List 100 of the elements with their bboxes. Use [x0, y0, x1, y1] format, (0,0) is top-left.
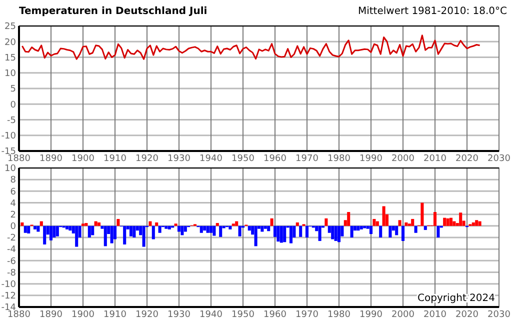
x-tick-label: 1930	[168, 310, 191, 320]
bar	[116, 218, 120, 226]
bar	[52, 226, 56, 238]
x-tick-label: 2030	[488, 154, 511, 164]
x-tick-label: 1900	[72, 154, 95, 164]
bar	[238, 226, 242, 236]
bar	[360, 226, 363, 230]
bar	[164, 226, 168, 229]
bar	[142, 226, 146, 247]
bar	[97, 222, 101, 226]
bar	[289, 226, 293, 244]
y-tick-label: 8	[10, 176, 16, 186]
bar	[43, 226, 46, 244]
text: Mittelwert 1981-2010: 18.0°C	[358, 6, 508, 17]
y-tick-label: 0	[10, 100, 16, 110]
x-tick-label: 1950	[232, 310, 255, 320]
bar	[200, 226, 203, 233]
bar	[180, 226, 184, 236]
bar	[20, 222, 24, 226]
x-tick-label: 1910	[104, 310, 127, 320]
bar	[49, 226, 53, 240]
bar	[260, 226, 264, 232]
bar	[248, 226, 251, 231]
bar	[184, 226, 187, 232]
bar	[283, 226, 286, 242]
bar	[75, 226, 78, 247]
y-tick-label: -4	[7, 245, 16, 256]
bar	[331, 226, 334, 240]
x-tick-label: 1970	[296, 154, 319, 164]
y-tick-label: -6	[7, 256, 16, 267]
y-tick-label: 0	[10, 222, 16, 232]
x-tick-label: 1960	[264, 154, 287, 164]
y-tick-label: -10	[1, 280, 16, 290]
bar	[267, 226, 270, 232]
bar	[398, 220, 402, 226]
bar	[449, 218, 453, 226]
x-tick-label: 1930	[168, 154, 191, 164]
bar	[446, 218, 450, 226]
x-tick-label: 1990	[360, 310, 383, 320]
bar	[337, 226, 341, 242]
bar	[270, 218, 274, 226]
bar	[376, 221, 379, 226]
y-tick-label: -8	[7, 268, 16, 278]
bar	[56, 226, 59, 236]
y-tick-label: 25	[4, 22, 16, 32]
bar	[212, 226, 216, 236]
bar	[318, 226, 322, 241]
bar	[264, 226, 267, 229]
bar	[356, 226, 360, 231]
x-tick-label: 1910	[104, 154, 127, 164]
bar	[347, 212, 350, 226]
bar	[228, 226, 232, 230]
x-tick-label: 2010	[424, 310, 447, 320]
bar	[478, 221, 482, 226]
bar	[91, 226, 94, 236]
bar	[33, 226, 37, 230]
x-tick-label: 1980	[328, 310, 351, 320]
bar	[324, 218, 328, 226]
annotation: Copyright 2024	[418, 293, 495, 304]
bar	[158, 226, 162, 233]
x-tick-label: 2010	[424, 154, 447, 164]
bar	[84, 223, 88, 226]
y-tick-label: -5	[7, 116, 16, 126]
x-tick-label: 2030	[488, 310, 511, 320]
bar	[209, 226, 213, 233]
y-tick-label: 10	[4, 69, 16, 80]
x-tick-label: 1920	[136, 154, 159, 164]
bar	[94, 221, 98, 226]
bar	[168, 226, 171, 230]
bar	[334, 226, 338, 241]
bar	[148, 221, 152, 226]
bar	[113, 226, 117, 240]
bar	[276, 226, 280, 242]
bar	[414, 226, 418, 233]
x-tick-label: 1950	[232, 154, 255, 164]
bar	[129, 226, 133, 236]
bar	[123, 226, 126, 244]
bar	[424, 226, 427, 230]
bar	[27, 226, 30, 234]
bar	[40, 221, 43, 226]
bar	[219, 226, 222, 237]
y-tick-label: 6	[10, 187, 16, 198]
bar	[132, 226, 136, 238]
x-tick-label: 1940	[200, 310, 223, 320]
line-series	[21, 34, 481, 60]
bar	[372, 218, 376, 226]
bar	[152, 226, 155, 240]
bar	[404, 222, 408, 226]
bar	[88, 226, 91, 238]
bar	[203, 226, 206, 231]
y-tick-label: 5	[10, 84, 16, 95]
bar	[411, 218, 414, 226]
bar	[475, 220, 478, 226]
y-tick-label: -2	[7, 234, 16, 244]
bar	[382, 206, 386, 226]
x-tick-label: 1940	[200, 154, 223, 164]
x-tick-label: 2020	[456, 310, 479, 320]
bar	[296, 222, 299, 226]
bar	[401, 226, 405, 241]
y-tick-label: 15	[4, 53, 16, 64]
